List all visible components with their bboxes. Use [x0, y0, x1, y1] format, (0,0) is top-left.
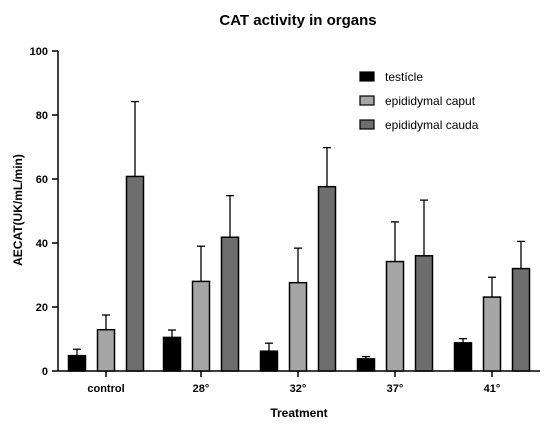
chart-title: CAT activity in organs [219, 12, 376, 29]
y-tick-label: 0 [42, 366, 48, 378]
x-tick-label: 28° [193, 383, 210, 395]
y-axis-label: AECAT(UK/mL/min) [11, 154, 25, 266]
legend-swatch [359, 71, 375, 82]
bar [288, 281, 308, 372]
bar [96, 328, 116, 372]
x-tick-label: 41° [484, 383, 501, 395]
bar [511, 267, 531, 372]
bar [317, 185, 337, 372]
bar [125, 175, 145, 372]
legend-swatch [359, 95, 375, 106]
bar [67, 354, 87, 372]
x-tick-label: 32° [290, 383, 307, 395]
bar [191, 280, 211, 372]
x-axis-label: Treatment [270, 406, 327, 420]
bar [385, 260, 405, 372]
bar [482, 296, 502, 372]
legend-label: testícle [385, 70, 423, 84]
legend-label: epididymal caput [385, 94, 476, 108]
y-tick-label: 80 [36, 110, 48, 122]
x-tick-label: 37° [387, 383, 404, 395]
bars-group [67, 100, 531, 372]
bar [259, 350, 279, 372]
legend-swatch [359, 119, 375, 130]
bar [220, 236, 240, 372]
bar [453, 342, 473, 372]
y-tick-label: 100 [30, 46, 48, 58]
legend-label: epididymal cauda [385, 118, 479, 132]
y-tick-label: 60 [36, 174, 48, 186]
legend: testícle epididymal caput epididymal cauda [359, 70, 479, 132]
y-tick-label: 40 [36, 238, 48, 250]
bar [162, 336, 182, 372]
bar [414, 255, 434, 372]
x-tick-label: control [87, 383, 124, 395]
bar [356, 358, 376, 372]
y-tick-label: 20 [36, 302, 48, 314]
